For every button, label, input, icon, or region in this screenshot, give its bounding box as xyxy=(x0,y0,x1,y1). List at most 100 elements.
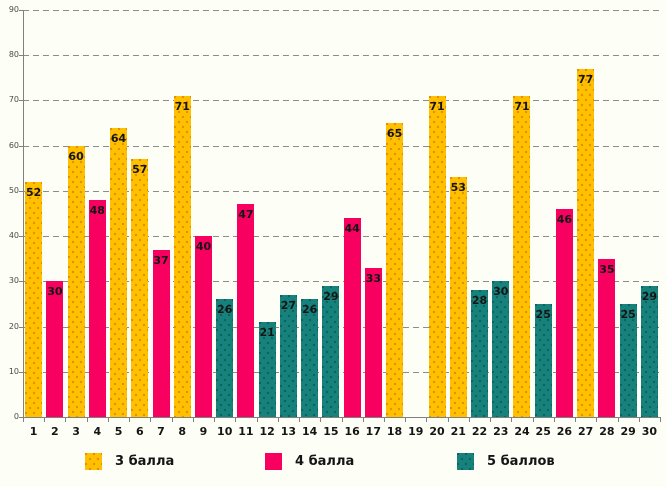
bar-category-18: 65 xyxy=(386,123,404,417)
y-axis-tick xyxy=(19,100,23,102)
bar-category-2: 30 xyxy=(46,281,64,417)
x-axis-category-label: 26 xyxy=(556,425,573,438)
y-axis-tick xyxy=(19,417,23,418)
x-axis-tick xyxy=(299,418,301,422)
bar-category-29: 25 xyxy=(619,303,637,417)
bar-value-label: 46 xyxy=(556,212,573,226)
x-axis-category-label: 25 xyxy=(535,425,551,438)
x-axis-category-label: 30 xyxy=(641,425,658,438)
x-axis-tick xyxy=(660,418,661,422)
bar-value-label: 26 xyxy=(217,303,233,317)
x-axis-category-label: 9 xyxy=(199,425,208,438)
bar-category-3: 60 xyxy=(67,145,85,417)
legend-swatch-3-balla xyxy=(85,453,102,470)
x-axis xyxy=(23,417,661,418)
gridline-70 xyxy=(23,100,660,102)
bar-value-label: 30 xyxy=(493,285,509,299)
x-axis-category-label: 3 xyxy=(72,425,80,438)
x-axis-tick xyxy=(214,418,216,422)
y-axis-tick-label: 90 xyxy=(8,5,19,14)
x-axis-category-label: 19 xyxy=(408,425,424,438)
x-axis-tick xyxy=(468,418,470,422)
x-axis-tick xyxy=(553,418,555,422)
bar-value-label: 25 xyxy=(620,307,636,321)
x-axis-category-label: 11 xyxy=(238,425,254,438)
x-axis-tick xyxy=(192,418,194,422)
y-axis-tick xyxy=(19,281,23,283)
x-axis-tick xyxy=(426,418,428,422)
x-axis-category-label: 4 xyxy=(93,425,102,438)
legend-label: 5 баллов xyxy=(487,454,555,469)
gridline-50 xyxy=(23,190,660,192)
bar-category-30: 29 xyxy=(640,285,658,417)
bar-category-13: 27 xyxy=(279,294,297,417)
bar-value-label: 21 xyxy=(259,326,275,340)
x-axis-category-label: 21 xyxy=(450,425,466,438)
x-axis-category-label: 12 xyxy=(259,425,275,438)
y-axis-tick xyxy=(19,326,23,328)
bar-value-label: 35 xyxy=(599,262,615,276)
bar-value-label: 77 xyxy=(578,72,594,86)
x-axis-category-label: 27 xyxy=(578,425,594,438)
x-axis-category-label: 29 xyxy=(620,425,636,438)
bar-category-28: 35 xyxy=(598,258,616,417)
x-axis-category-label: 7 xyxy=(157,425,165,438)
y-axis-tick-label: 30 xyxy=(8,276,19,286)
gridline-80 xyxy=(23,55,660,57)
bar-value-label: 25 xyxy=(535,307,551,321)
gridline-40 xyxy=(23,236,660,238)
x-axis-tick xyxy=(532,418,534,422)
x-axis-tick xyxy=(171,418,173,422)
x-axis-tick xyxy=(235,418,237,422)
x-axis-category-label: 13 xyxy=(280,425,297,438)
y-axis-tick-label: 80 xyxy=(8,50,19,60)
bar-category-11: 47 xyxy=(237,204,255,417)
x-axis-tick xyxy=(129,418,131,422)
y-axis-tick xyxy=(19,371,23,373)
y-axis-tick-label: 60 xyxy=(8,140,19,150)
legend-swatch-4-balla xyxy=(265,453,282,470)
legend-item-5-ballov: 5 баллов xyxy=(457,453,555,470)
x-axis-category-label: 28 xyxy=(599,425,615,438)
x-axis-category-label: 17 xyxy=(365,425,381,438)
legend-item-3-balla: 3 балла xyxy=(85,453,174,470)
bar-category-16: 44 xyxy=(343,218,361,417)
x-axis-category-label: 8 xyxy=(178,425,187,438)
legend: 3 балла 4 балла 5 баллов xyxy=(0,453,667,471)
x-axis-tick xyxy=(405,418,407,422)
bar-category-21: 53 xyxy=(449,177,467,417)
x-axis-category-label: 10 xyxy=(217,425,233,438)
bar-value-label: 37 xyxy=(153,253,169,267)
bar-category-20: 71 xyxy=(428,95,446,417)
bar-value-label: 71 xyxy=(514,99,530,113)
bar-category-26: 46 xyxy=(555,208,573,417)
bar-category-25: 25 xyxy=(534,303,552,417)
bar-category-12: 21 xyxy=(258,322,276,417)
x-axis-tick xyxy=(150,418,152,422)
x-axis-category-label: 14 xyxy=(301,425,318,438)
bar-value-label: 64 xyxy=(110,131,127,145)
bar-category-1: 52 xyxy=(25,181,43,417)
legend-label: 3 балла xyxy=(115,454,175,469)
bar-category-9: 40 xyxy=(194,236,212,417)
y-axis-tick xyxy=(19,10,23,11)
y-axis-tick-label: 20 xyxy=(8,321,19,331)
bar-value-label: 26 xyxy=(301,303,318,317)
bar-category-17: 33 xyxy=(364,267,382,417)
gridline-60 xyxy=(23,145,660,147)
x-axis-tick xyxy=(617,418,619,422)
x-axis-tick xyxy=(44,418,46,422)
gridline-30 xyxy=(23,281,660,283)
x-axis-tick xyxy=(511,418,513,422)
x-axis-tick xyxy=(383,418,385,422)
bar-category-22: 28 xyxy=(471,290,489,417)
x-axis-category-label: 1 xyxy=(29,425,38,438)
bar-category-24: 71 xyxy=(513,95,531,417)
y-axis-tick-label: 10 xyxy=(8,366,19,376)
x-axis-tick xyxy=(638,418,640,422)
x-axis-tick xyxy=(447,418,449,422)
y-axis-tick xyxy=(19,190,23,192)
x-axis-tick xyxy=(23,418,24,422)
bar-category-8: 71 xyxy=(173,95,191,417)
bar-value-label: 28 xyxy=(471,294,488,308)
